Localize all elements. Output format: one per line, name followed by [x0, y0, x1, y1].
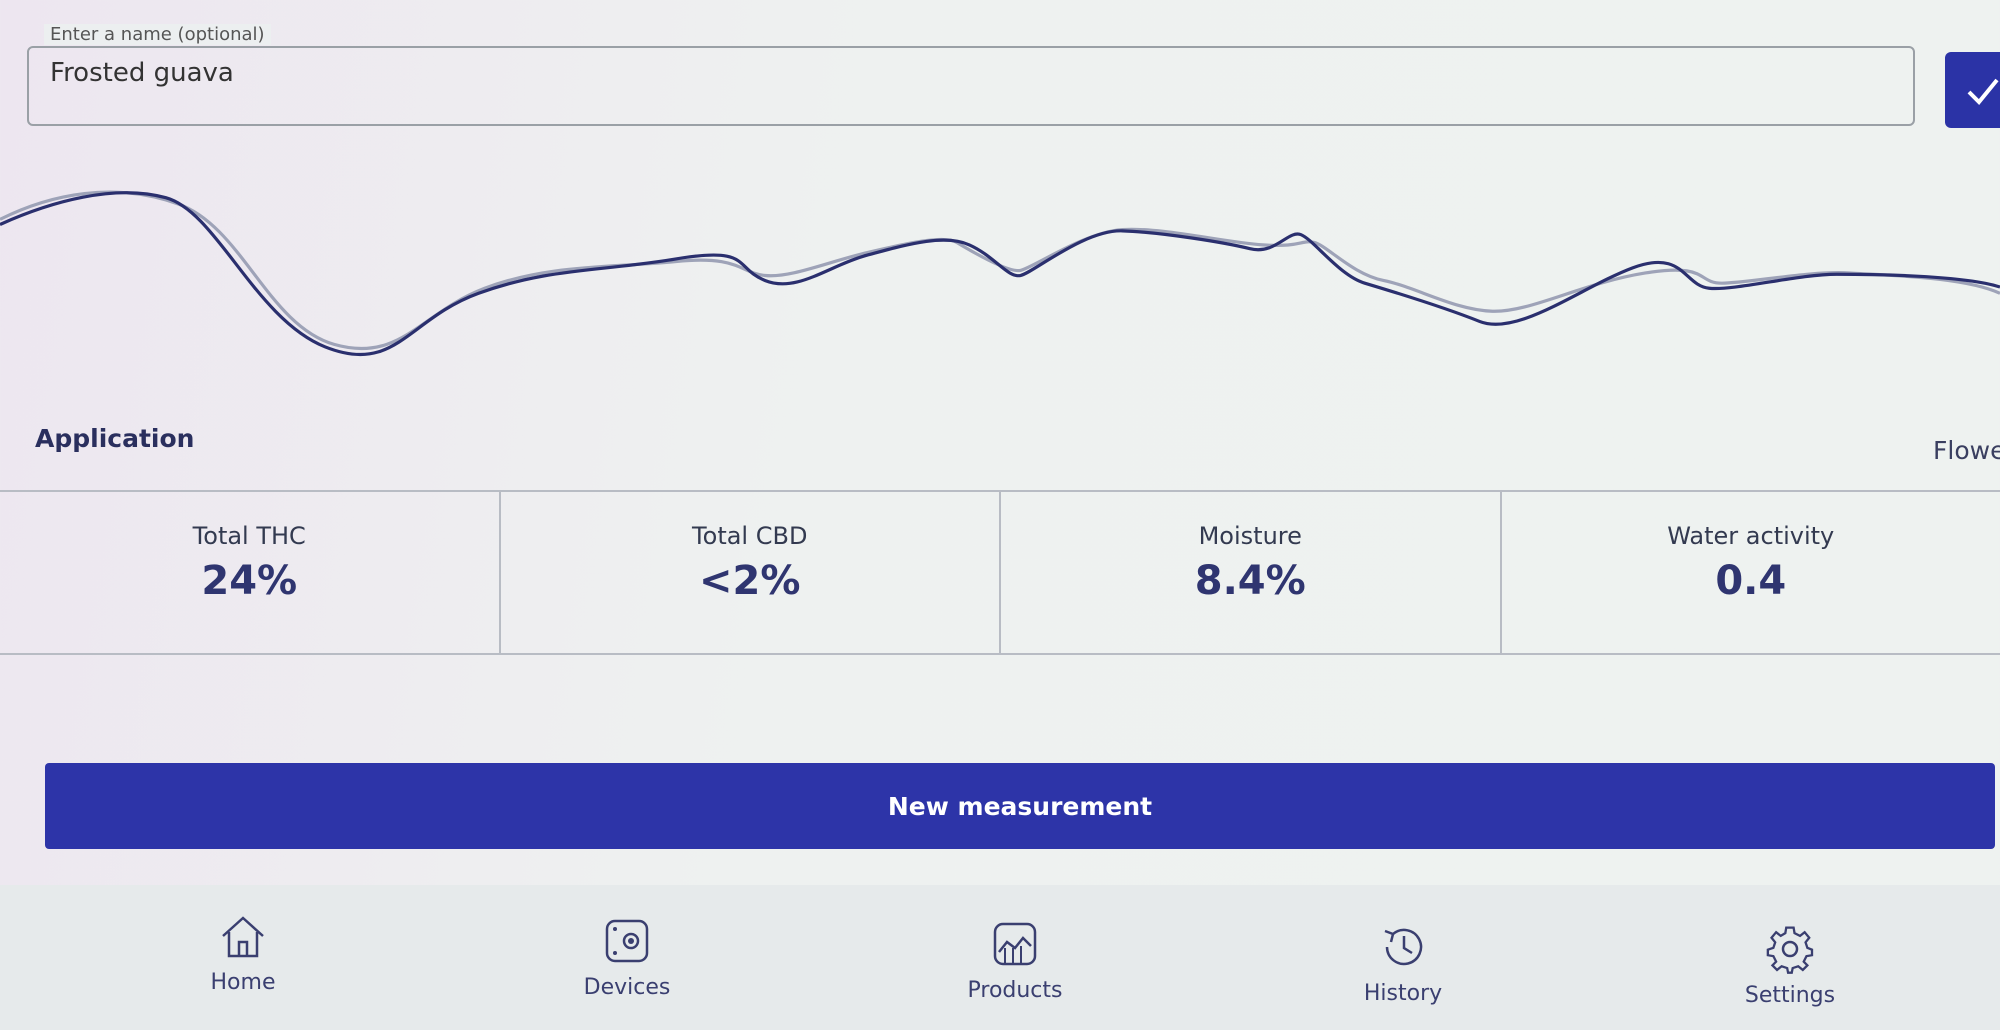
- metric-cell: Total THC 24%: [0, 492, 501, 653]
- nav-label: Settings: [1744, 983, 1836, 1008]
- metric-label: Total THC: [192, 522, 306, 550]
- spectrum-reference: [0, 190, 2000, 351]
- nav-icon: [993, 922, 1037, 966]
- nav-icon: [1766, 926, 1814, 974]
- nav-icon: [222, 916, 264, 958]
- nav-item[interactable]: Settings: [1690, 923, 1890, 1008]
- input-value: Frosted guava: [50, 58, 234, 88]
- confirm-button[interactable]: [1945, 52, 2000, 128]
- metrics-row: Total THC 24% Total CBD <2% Moisture 8.4% Wate…: [0, 490, 2000, 655]
- nav-label: History: [1363, 981, 1443, 1006]
- nav-icon: [605, 919, 649, 963]
- nav-label: Home: [210, 970, 276, 995]
- check-icon: [1967, 78, 1999, 105]
- nav-item[interactable]: Devices: [527, 915, 727, 1000]
- metric-label: Total CBD: [692, 522, 808, 550]
- application-value: Flower: [1933, 436, 2000, 465]
- bottom-nav: Home Devices Products History Settings: [0, 885, 2000, 1030]
- nav-item[interactable]: Home: [143, 910, 343, 995]
- nav-label: Products: [967, 978, 1063, 1003]
- metric-value: <2%: [699, 558, 801, 604]
- spectrum: [0, 190, 2000, 357]
- new-measurement-button[interactable]: New measurement: [45, 763, 1995, 849]
- metric-cell: Total CBD <2%: [501, 492, 1001, 653]
- application-label: Application: [35, 424, 195, 453]
- metric-value: 8.4%: [1194, 558, 1306, 604]
- metric-value: 0.4: [1715, 558, 1787, 604]
- nav-label: Devices: [583, 975, 671, 1000]
- input-label: Enter a name (optional): [44, 24, 271, 45]
- metric-label: Moisture: [1198, 522, 1302, 550]
- spectrum-sample: [0, 191, 2000, 357]
- metric-cell: Water activity 0.4: [1502, 492, 2000, 653]
- metric-label: Water activity: [1667, 522, 1835, 550]
- nav-icon: [1384, 928, 1423, 966]
- metric-cell: Moisture 8.4%: [1001, 492, 1502, 653]
- nav-item[interactable]: History: [1303, 921, 1503, 1006]
- metric-value: 24%: [201, 558, 298, 604]
- name-input[interactable]: [27, 46, 1915, 126]
- application-value-box: Flower: [1900, 436, 2000, 476]
- nav-item[interactable]: Products: [915, 918, 1115, 1003]
